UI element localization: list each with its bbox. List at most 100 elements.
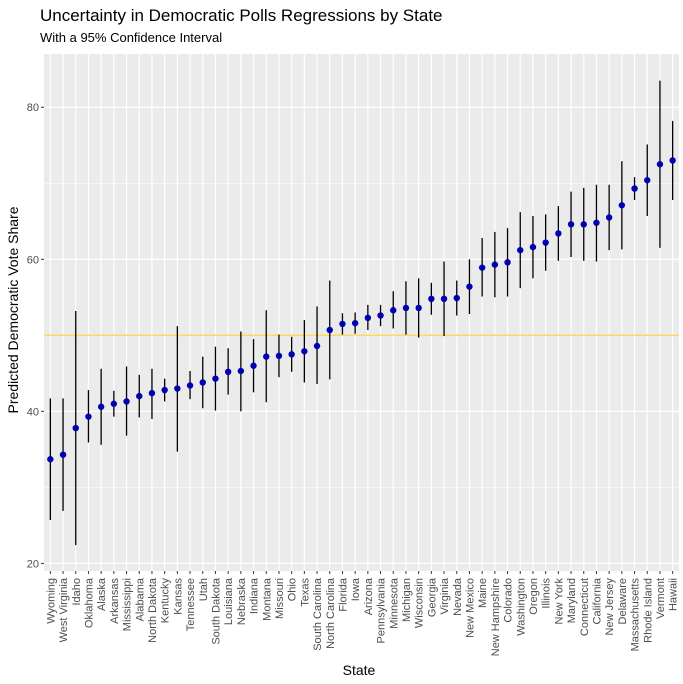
data-point: [440, 295, 448, 303]
data-point: [288, 351, 295, 358]
x-tick-label: Tennessee: [185, 578, 197, 631]
x-tick-label: Minnesota: [388, 577, 400, 629]
y-tick-label: 20: [27, 558, 39, 570]
x-tick-label: Nevada: [452, 577, 464, 616]
data-point: [593, 219, 600, 226]
data-point: [275, 352, 283, 360]
data-point: [453, 294, 460, 302]
x-tick-label: New York: [553, 578, 565, 625]
data-point: [669, 157, 676, 164]
x-tick-label: Utah: [198, 578, 210, 601]
x-tick-label: Texas: [299, 578, 311, 607]
x-tick-label: Virginia: [439, 577, 451, 614]
x-tick-label: Maine: [477, 578, 489, 608]
x-tick-label: Vermont: [655, 578, 667, 619]
x-axis-title: State: [343, 662, 376, 678]
x-tick-label: Alabama: [134, 577, 146, 621]
x-tick-label: Mississippi: [122, 578, 134, 631]
plot-panel: [44, 54, 679, 571]
data-point: [313, 342, 321, 350]
y-axis: 20 40 60 80: [27, 102, 44, 570]
data-point: [656, 161, 664, 168]
data-point: [542, 239, 549, 246]
x-tick-label: Delaware: [617, 578, 629, 624]
x-tick-label: Michigan: [401, 578, 413, 622]
x-tick-label: Iowa: [350, 577, 362, 601]
x-tick-label: Ohio: [287, 578, 299, 601]
data-point: [517, 246, 524, 254]
data-point: [174, 385, 181, 392]
x-tick-label: Wyoming: [45, 578, 57, 624]
data-point: [567, 221, 575, 228]
data-point: [377, 312, 384, 319]
x-tick-label: Montana: [261, 577, 273, 621]
x-tick-label: California: [591, 577, 603, 624]
data-point: [415, 304, 422, 312]
data-point: [364, 314, 372, 322]
x-tick-label: New Mexico: [464, 578, 476, 638]
x-tick-label: Florida: [337, 577, 349, 612]
data-point: [351, 319, 359, 327]
data-points: [47, 157, 676, 463]
x-tick-label: Kentucky: [160, 578, 172, 624]
data-point: [237, 367, 245, 375]
data-point: [428, 295, 435, 303]
y-tick-label: 40: [27, 406, 39, 418]
data-point: [466, 283, 473, 290]
x-tick-label: West Virginia: [58, 577, 70, 642]
x-tick-label: New Hampshire: [490, 578, 502, 656]
data-point: [136, 392, 143, 400]
data-point: [580, 221, 587, 228]
x-tick-label: Kansas: [172, 578, 184, 615]
y-tick-label: 60: [27, 254, 39, 266]
x-tick-label: Rhode Island: [642, 578, 654, 643]
x-tick-label: North Dakota: [147, 577, 159, 643]
chart-title: Uncertainty in Democratic Polls Regressi…: [40, 6, 443, 25]
data-point: [478, 264, 486, 271]
x-tick-label: Oklahoma: [83, 577, 95, 628]
x-tick-label: Arizona: [363, 577, 375, 615]
x-tick-label: Arkansas: [109, 578, 121, 624]
data-point: [97, 403, 105, 410]
data-point: [631, 185, 638, 192]
data-point: [250, 362, 257, 369]
x-tick-label: South Dakota: [210, 577, 222, 645]
data-point: [161, 386, 168, 394]
data-point: [72, 424, 79, 432]
x-tick-label: North Carolina: [325, 577, 337, 649]
data-point: [326, 326, 333, 334]
data-point: [605, 214, 613, 221]
y-axis-title: Predicted Democratic Vote Share: [5, 206, 21, 413]
x-tick-label: New Jersey: [604, 578, 616, 636]
x-tick-label: Louisiana: [223, 577, 235, 625]
y-tick-label: 80: [27, 102, 39, 114]
data-point: [529, 243, 537, 251]
data-point: [123, 398, 130, 405]
x-tick-label: Wisconsin: [414, 578, 426, 628]
data-point: [110, 400, 118, 407]
data-point: [644, 177, 651, 184]
data-point: [491, 261, 499, 268]
x-tick-label: Maryland: [566, 578, 578, 623]
x-tick-label: Indiana: [249, 577, 261, 614]
data-point: [263, 353, 270, 360]
x-axis: Wyoming West Virginia Idaho Oklahoma Alaska A…: [45, 571, 680, 656]
x-tick-label: Alaska: [96, 577, 108, 611]
x-tick-label: Illinois: [541, 578, 553, 609]
x-tick-label: Missouri: [274, 578, 286, 619]
x-tick-label: Washington: [515, 578, 527, 636]
data-point: [402, 304, 410, 312]
x-tick-label: Colorado: [503, 578, 515, 623]
data-point: [618, 202, 626, 209]
data-point: [148, 389, 156, 397]
data-point: [85, 413, 92, 420]
data-point: [224, 368, 232, 376]
data-point: [199, 379, 206, 386]
x-tick-label: Pennsylvania: [376, 577, 388, 643]
x-tick-label: Hawaii: [668, 578, 680, 611]
data-point: [59, 451, 67, 458]
data-point: [504, 259, 511, 266]
data-point: [186, 382, 194, 389]
data-point: [47, 456, 54, 463]
x-tick-label: Georgia: [426, 577, 438, 617]
